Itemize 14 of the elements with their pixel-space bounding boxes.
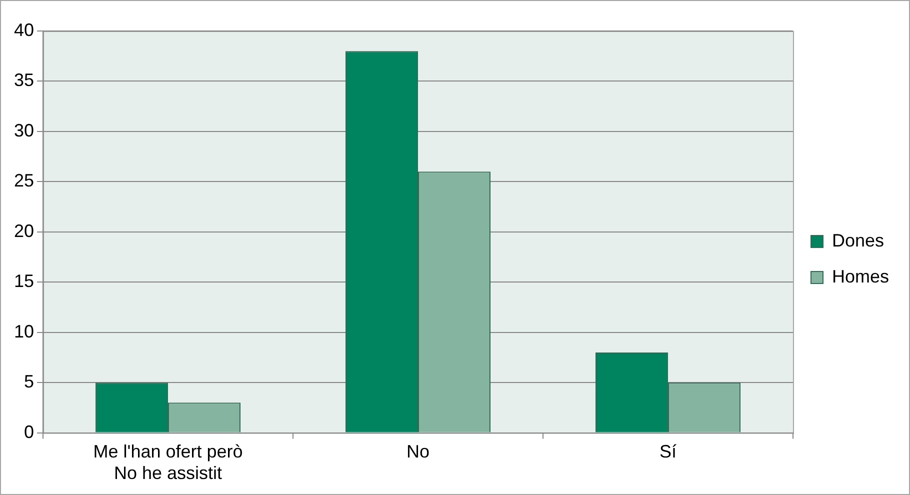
legend-label: Dones <box>832 230 884 250</box>
y-tick-label: 35 <box>14 70 34 90</box>
legend-label: Homes <box>832 266 889 286</box>
y-tick-label: 10 <box>14 321 34 342</box>
y-tick-label: 0 <box>24 422 34 442</box>
x-tick-label: Sí <box>659 442 676 462</box>
y-tick-label: 15 <box>14 271 34 292</box>
x-tick-label: No <box>406 442 430 462</box>
y-tick-label: 5 <box>24 372 34 392</box>
y-tick-label: 40 <box>14 20 34 40</box>
y-tick-label: 25 <box>14 170 34 191</box>
y-tick-label: 20 <box>14 220 34 241</box>
x-tick-label: Me l'han ofert però No he assistit <box>93 442 243 484</box>
y-tick-label: 30 <box>14 120 34 140</box>
